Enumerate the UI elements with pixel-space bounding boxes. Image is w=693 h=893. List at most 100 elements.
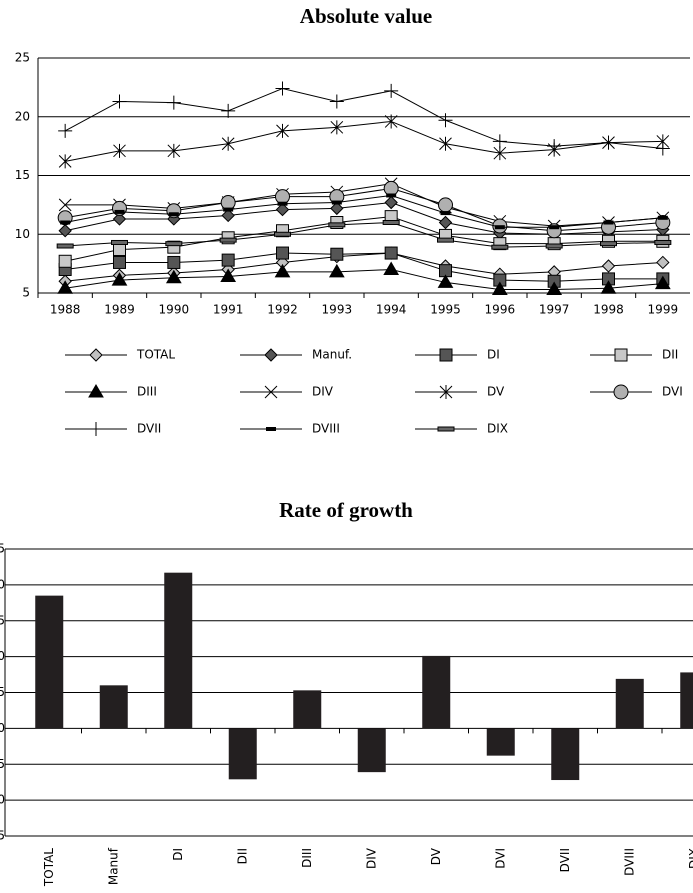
- x-tick-label: DV: [429, 847, 443, 865]
- marker: [112, 212, 127, 226]
- marker: [111, 239, 128, 245]
- marker: [277, 201, 288, 206]
- x-tick-label: TOTAL: [42, 848, 56, 887]
- series-line: [65, 194, 663, 228]
- marker: [614, 348, 628, 362]
- bar: [486, 728, 515, 756]
- marker: [545, 243, 563, 249]
- marker: [601, 135, 616, 150]
- marker: [165, 269, 182, 284]
- marker: [58, 154, 72, 169]
- x-tick-label: DIX: [687, 848, 693, 869]
- x-tick-label: DII: [235, 848, 249, 864]
- legend-marker: [88, 384, 104, 398]
- bar: [228, 728, 257, 780]
- y-tick-label: 0: [0, 649, 5, 663]
- x-tick-label: 1991: [213, 303, 244, 317]
- marker: [111, 272, 128, 286]
- marker: [275, 202, 290, 217]
- y-tick-label: 0: [0, 721, 5, 735]
- marker: [60, 220, 71, 225]
- marker: [438, 197, 453, 213]
- marker: [656, 255, 670, 270]
- marker: [58, 254, 72, 268]
- legend-marker: [437, 426, 455, 432]
- series-markers: [56, 220, 672, 250]
- marker: [276, 246, 289, 260]
- legend-marker: [266, 427, 276, 431]
- series-line: [65, 202, 663, 235]
- legend-label: DV: [487, 385, 505, 399]
- marker: [330, 247, 344, 261]
- series-line: [65, 268, 663, 290]
- bar: [99, 685, 128, 729]
- marker: [274, 231, 291, 237]
- marker: [328, 263, 345, 278]
- legend-label: DIX: [487, 422, 508, 436]
- legend-marker: [439, 348, 453, 362]
- marker: [58, 198, 72, 212]
- legend-label: Manuf.: [312, 348, 352, 362]
- marker: [329, 94, 344, 109]
- marker: [89, 348, 103, 362]
- y-tick-label: 5: [22, 286, 30, 300]
- marker: [113, 255, 126, 269]
- y-tick-label: 5: [0, 542, 5, 556]
- marker: [168, 212, 179, 217]
- x-tick-label: 1988: [50, 303, 81, 317]
- marker: [274, 263, 291, 278]
- marker: [166, 95, 181, 110]
- legend-marker: [614, 348, 628, 362]
- legend-marker: [264, 348, 278, 362]
- y-tick-label: 0: [0, 577, 5, 591]
- y-tick-label: 10: [15, 227, 30, 241]
- legend-label: DVII: [137, 422, 161, 436]
- marker: [600, 241, 617, 247]
- marker: [491, 244, 509, 250]
- marker: [112, 94, 127, 109]
- series-line: [65, 221, 663, 248]
- marker: [221, 103, 236, 118]
- legend-label: TOTAL: [136, 348, 175, 362]
- marker: [492, 134, 507, 149]
- x-tick-label: DVI: [493, 848, 507, 869]
- chart-title: Absolute value: [300, 4, 432, 28]
- bar: [35, 595, 64, 729]
- marker: [264, 348, 278, 362]
- marker: [275, 81, 290, 96]
- bar: [164, 572, 193, 729]
- y-tick-label: 25: [15, 51, 30, 65]
- marker: [613, 384, 629, 400]
- marker: [57, 280, 74, 294]
- marker: [167, 255, 181, 269]
- marker: [220, 195, 236, 211]
- legend-label: DIV: [312, 385, 334, 399]
- series-line: [65, 252, 663, 282]
- series-line: [65, 183, 663, 227]
- marker: [58, 224, 72, 238]
- y-tick-label: 5: [0, 613, 5, 627]
- legend-marker: [89, 348, 103, 362]
- x-tick-label: DI: [171, 848, 185, 861]
- marker: [58, 123, 73, 138]
- legend-label: DII: [662, 348, 678, 362]
- marker: [437, 237, 454, 243]
- y-tick-label: 5: [0, 829, 5, 843]
- bar: [293, 690, 322, 729]
- marker: [601, 259, 616, 273]
- legend-label: DIII: [137, 385, 157, 399]
- y-tick-label: 20: [15, 109, 30, 123]
- marker: [493, 146, 507, 161]
- marker: [439, 348, 453, 362]
- marker: [603, 220, 614, 225]
- marker: [330, 120, 344, 135]
- marker: [56, 243, 74, 249]
- series-line: [65, 252, 663, 282]
- marker: [600, 280, 617, 294]
- legend-marker: [264, 385, 278, 399]
- x-tick-label: 1994: [376, 303, 407, 317]
- bar: [551, 728, 580, 781]
- x-tick-label: DVIII: [622, 848, 636, 876]
- marker: [438, 113, 453, 128]
- marker: [264, 385, 278, 399]
